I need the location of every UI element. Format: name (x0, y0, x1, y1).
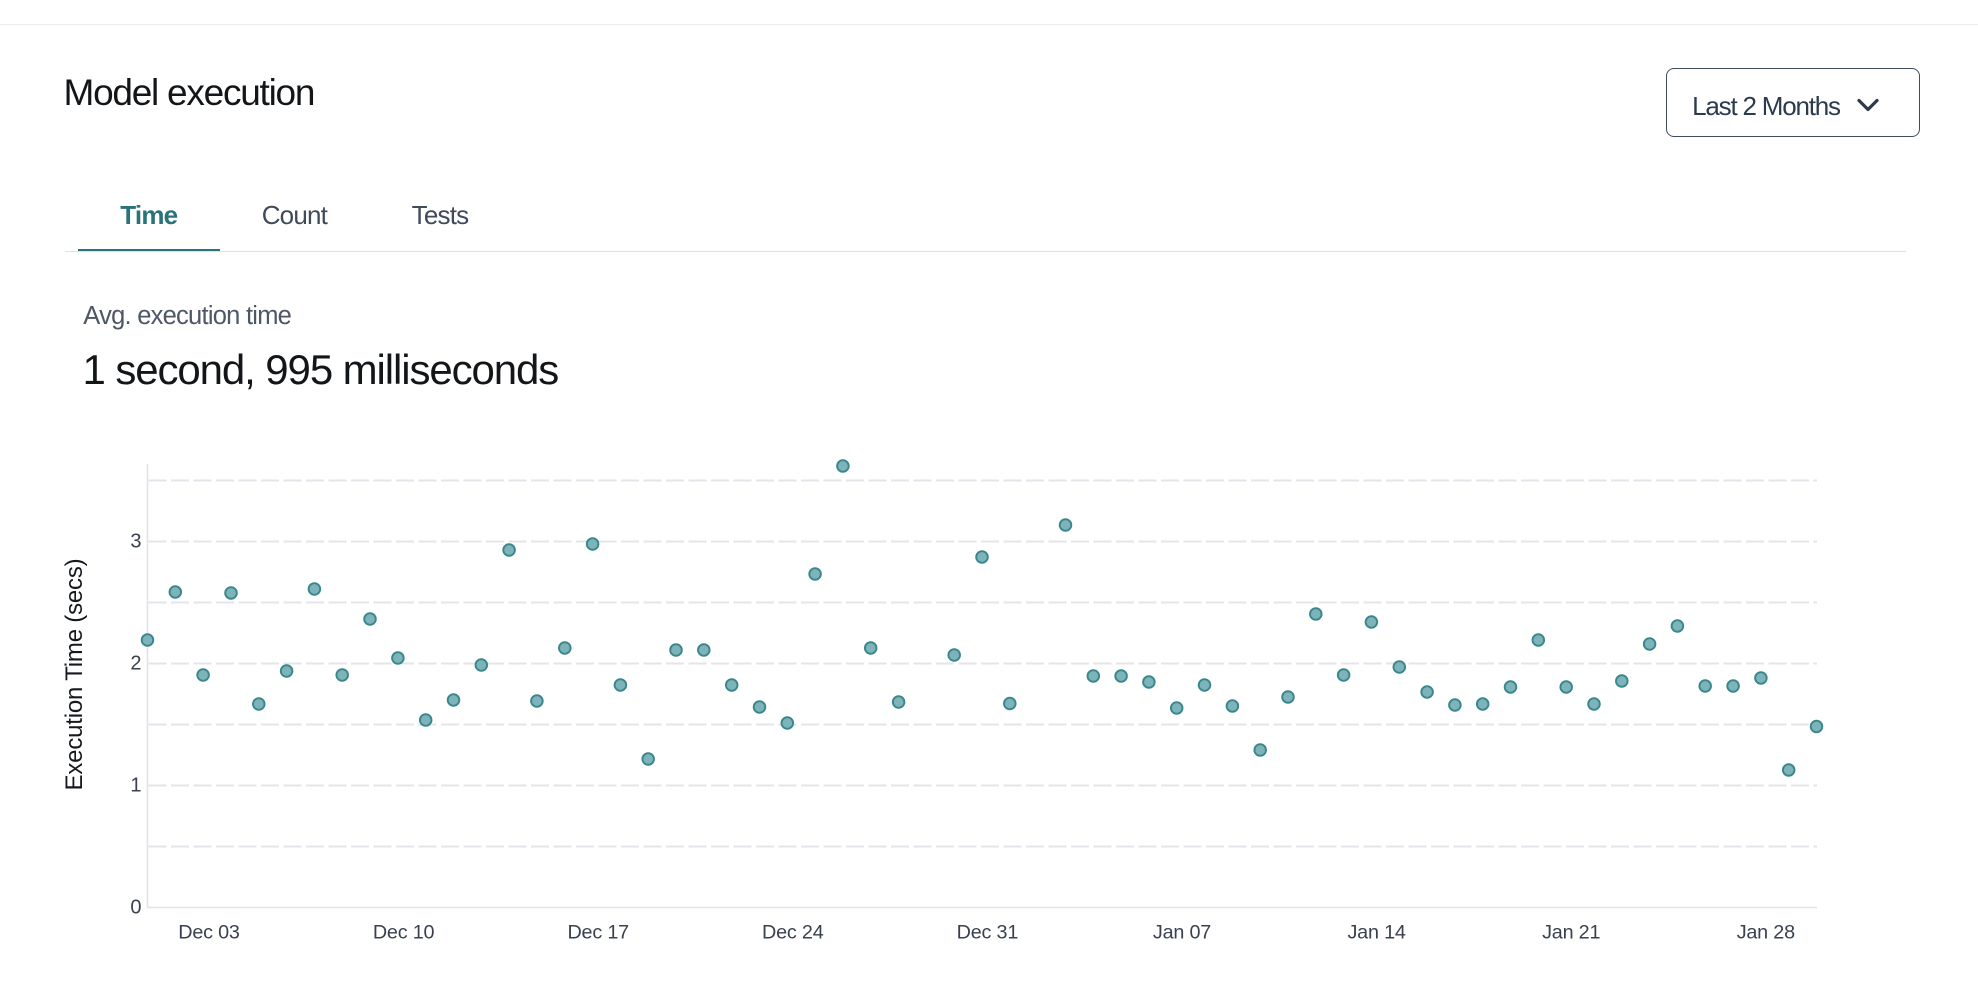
svg-text:Dec 17: Dec 17 (567, 922, 628, 944)
svg-text:Execution Time (secs): Execution Time (secs) (61, 559, 88, 791)
svg-text:3: 3 (130, 531, 141, 553)
svg-text:Jan 28: Jan 28 (1737, 922, 1795, 944)
svg-text:2: 2 (130, 653, 141, 675)
svg-text:Dec 24: Dec 24 (762, 922, 824, 944)
svg-text:1: 1 (130, 775, 141, 797)
svg-text:Dec 03: Dec 03 (178, 922, 240, 944)
svg-text:Jan 14: Jan 14 (1347, 922, 1405, 944)
svg-text:Jan 21: Jan 21 (1542, 922, 1600, 944)
svg-text:0: 0 (130, 897, 141, 919)
svg-text:Jan 07: Jan 07 (1153, 922, 1211, 944)
svg-text:Dec 31: Dec 31 (957, 922, 1019, 944)
svg-text:Dec 10: Dec 10 (373, 922, 435, 944)
